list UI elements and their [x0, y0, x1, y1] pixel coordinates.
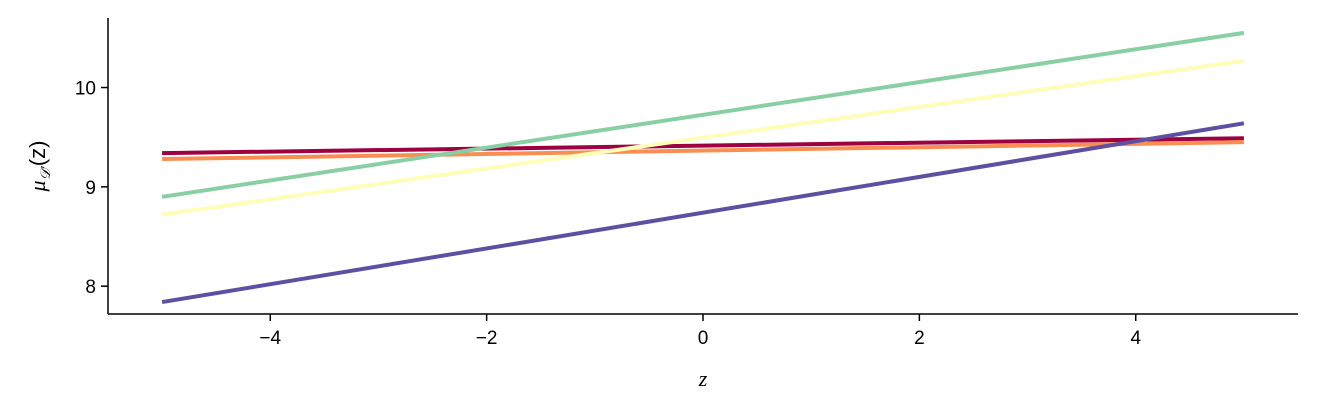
series-layer — [161, 30, 1245, 305]
series-line-1 — [162, 136, 1244, 156]
x-ticks: −4 −2 0 2 4 — [259, 314, 1141, 349]
y-axis-label: μ𝒟'(z) — [25, 141, 54, 193]
y-tick-label: 8 — [85, 277, 96, 298]
x-axis-label: z — [698, 366, 708, 391]
series-line-2 — [162, 140, 1244, 162]
x-tick-label: −2 — [476, 328, 498, 349]
x-tick-label: 0 — [698, 328, 709, 349]
series-line-5 — [161, 121, 1245, 305]
x-tick-label: −4 — [259, 328, 281, 349]
y-tick-label: 9 — [85, 178, 96, 199]
x-tick-label: 4 — [1130, 328, 1141, 349]
series-line-3 — [161, 30, 1245, 199]
y-axis-label-arg: (z) — [25, 141, 50, 167]
y-axis-label-mu: μ — [25, 180, 50, 192]
y-axis-label-subscript: 𝒟' — [39, 165, 54, 180]
y-tick-label: 10 — [75, 79, 96, 100]
series-line-4 — [161, 58, 1245, 217]
y-ticks: 8 9 10 — [75, 79, 108, 298]
x-tick-label: 2 — [914, 328, 925, 349]
